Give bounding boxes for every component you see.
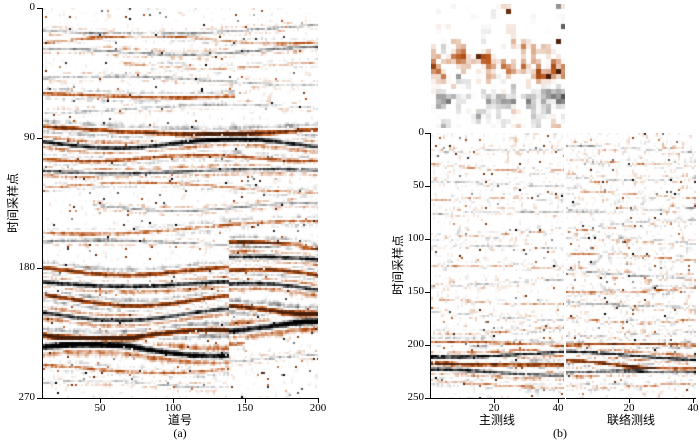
panel-a-x-axis-label: 道号 [167,413,192,427]
tick-mark [100,399,101,403]
tick-label: 200 [407,338,425,350]
tick-mark [173,399,174,403]
panel-b-inline-label: 主测线 [478,413,515,427]
tick-label: 0 [29,1,36,13]
tick-label: 0 [418,126,425,138]
tick-label: 150 [236,402,254,414]
tick-label: 50 [413,179,424,191]
tick-mark [245,399,246,403]
panel-b-crossline-image [566,133,696,398]
tick-label: 150 [407,285,425,297]
panel-b-crossline-x-axis [566,398,696,399]
panel-b-crossline-label: 联络测线 [606,413,655,427]
panel-b-inline-image [431,133,564,398]
tick-label: 200 [309,402,327,414]
tick-label: 40 [552,402,564,414]
tick-label: 250 [407,391,425,403]
tick-mark [494,399,495,403]
panel-a-y-axis-label: 时间采样点 [6,173,20,234]
panel-a-seismic-image [43,8,318,398]
panel-a-x-axis [42,398,319,399]
tick-mark [318,399,319,403]
tick-label: 50 [94,402,106,414]
panel-a-caption: (a) [173,426,187,440]
panel-b-y-axis [430,133,431,399]
tick-label: 100 [407,232,425,244]
tick-mark [629,399,630,403]
panel-b-y-axis-label: 时间采样点 [391,235,405,296]
panel-a-y-axis [42,8,43,399]
tick-label: 90 [24,131,35,143]
tick-label: 270 [18,391,36,403]
panel-b-timeslice-image [431,4,565,128]
panel-b-inline-x-axis [430,398,565,399]
tick-label: 180 [18,261,36,273]
tick-mark [693,399,694,403]
panel-b-caption: (b) [553,426,567,440]
tick-label: 40 [687,402,699,414]
tick-mark [558,399,559,403]
